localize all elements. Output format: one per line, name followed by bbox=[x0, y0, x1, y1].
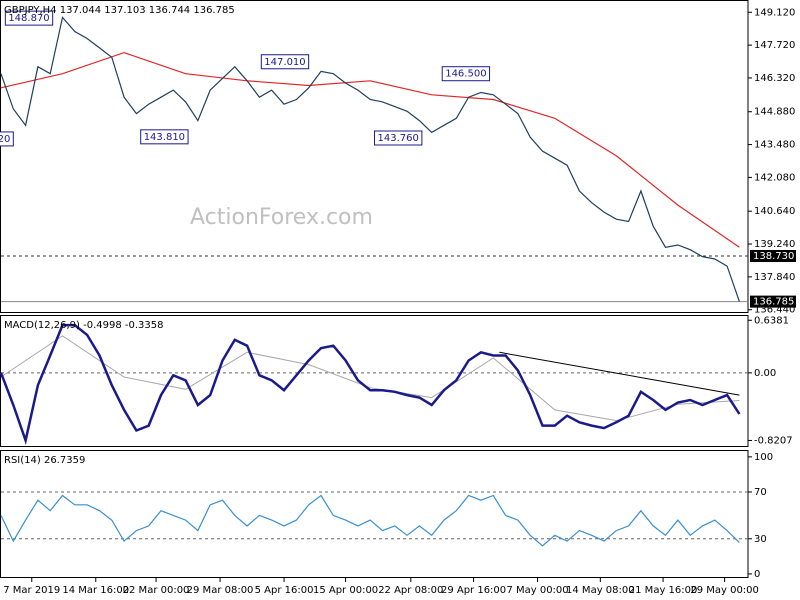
annotation: 143.760 bbox=[374, 130, 423, 146]
panel-title: GBPJPY,H4 137.044 137.103 136.744 136.78… bbox=[4, 5, 235, 16]
y-tick-label: 149.120 bbox=[754, 7, 795, 18]
y-tick-label: 143.480 bbox=[754, 140, 795, 151]
y-tick-label: 146.320 bbox=[754, 73, 795, 84]
data-line bbox=[0, 323, 741, 445]
annotation: 20 bbox=[0, 131, 14, 147]
price-frame bbox=[0, 0, 749, 313]
x-tick-label: 29 Apr 16:00 bbox=[441, 585, 506, 596]
y-tick-label: 144.880 bbox=[754, 107, 795, 118]
x-tick-label: 29 Mar 08:00 bbox=[187, 585, 254, 596]
y-tick-label: 0.6381 bbox=[754, 315, 789, 326]
annotation-label: 146.500 bbox=[445, 69, 486, 80]
annotation-label: 147.010 bbox=[264, 57, 305, 68]
data-line bbox=[0, 494, 740, 547]
x-tick-label: 7 Mar 2019 bbox=[3, 585, 60, 596]
annotation: 143.810 bbox=[140, 129, 189, 145]
x-tick-label: 22 Mar 00:00 bbox=[123, 585, 190, 596]
y-tick-label: 70 bbox=[754, 487, 767, 498]
panel-title: RSI(14) 26.7359 bbox=[4, 455, 85, 466]
macd-frame bbox=[0, 315, 749, 447]
level-label-bg bbox=[750, 295, 796, 308]
y-tick-label: -0.8207 bbox=[754, 435, 793, 446]
y-tick-label: 142.080 bbox=[754, 172, 795, 183]
x-tick-label: 22 Apr 08:00 bbox=[378, 585, 443, 596]
signal-line bbox=[0, 335, 740, 422]
annotation-label: 143.810 bbox=[144, 132, 185, 143]
y-tick-label: 30 bbox=[754, 534, 767, 545]
x-tick-label: 15 Apr 00:00 bbox=[313, 585, 378, 596]
annotation-box bbox=[4, 10, 54, 26]
x-tick-label: 29 May 00:00 bbox=[690, 585, 759, 596]
x-tick-label: 7 May 00:00 bbox=[506, 585, 568, 596]
annotation-label: 143.760 bbox=[378, 133, 419, 144]
annotation-box bbox=[374, 130, 423, 146]
y-tick-label: 139.240 bbox=[754, 239, 795, 250]
annotation: 148.870 bbox=[4, 10, 54, 26]
x-tick-label: 5 Apr 16:00 bbox=[255, 585, 314, 596]
y-tick-label: 0.00 bbox=[754, 368, 776, 379]
level-label: 136.785 bbox=[753, 297, 794, 308]
y-tick-label: 0 bbox=[754, 569, 760, 580]
y-tick-label: 140.640 bbox=[754, 206, 795, 217]
y-tick-label: 100 bbox=[754, 452, 773, 463]
y-tick-label: 136.440 bbox=[754, 305, 795, 316]
trendline bbox=[499, 351, 740, 396]
moving-average bbox=[0, 51, 740, 248]
level-label: 138.730 bbox=[753, 251, 794, 262]
x-tick-label: 14 Mar 16:00 bbox=[62, 585, 129, 596]
annotation-label: 20 bbox=[0, 134, 10, 145]
annotation-label: 148.870 bbox=[8, 13, 49, 24]
rsi-frame bbox=[0, 450, 749, 578]
y-tick-label: 137.840 bbox=[754, 272, 795, 283]
x-tick-label: 14 May 08:00 bbox=[566, 585, 635, 596]
data-line bbox=[0, 16, 740, 302]
annotation-box bbox=[441, 66, 491, 82]
panel-title: MACD(12,26,9) -0.4998 -0.3358 bbox=[4, 320, 164, 331]
annotation-box bbox=[0, 131, 14, 147]
annotation: 147.010 bbox=[260, 54, 310, 70]
x-tick-label: 21 May 16:00 bbox=[629, 585, 698, 596]
annotation: 146.500 bbox=[441, 66, 491, 82]
level-label-bg bbox=[750, 249, 796, 262]
y-tick-label: 147.720 bbox=[754, 40, 795, 51]
watermark: ActionForex.com bbox=[190, 205, 373, 230]
annotation-box bbox=[140, 129, 189, 145]
annotation-box bbox=[260, 54, 310, 70]
